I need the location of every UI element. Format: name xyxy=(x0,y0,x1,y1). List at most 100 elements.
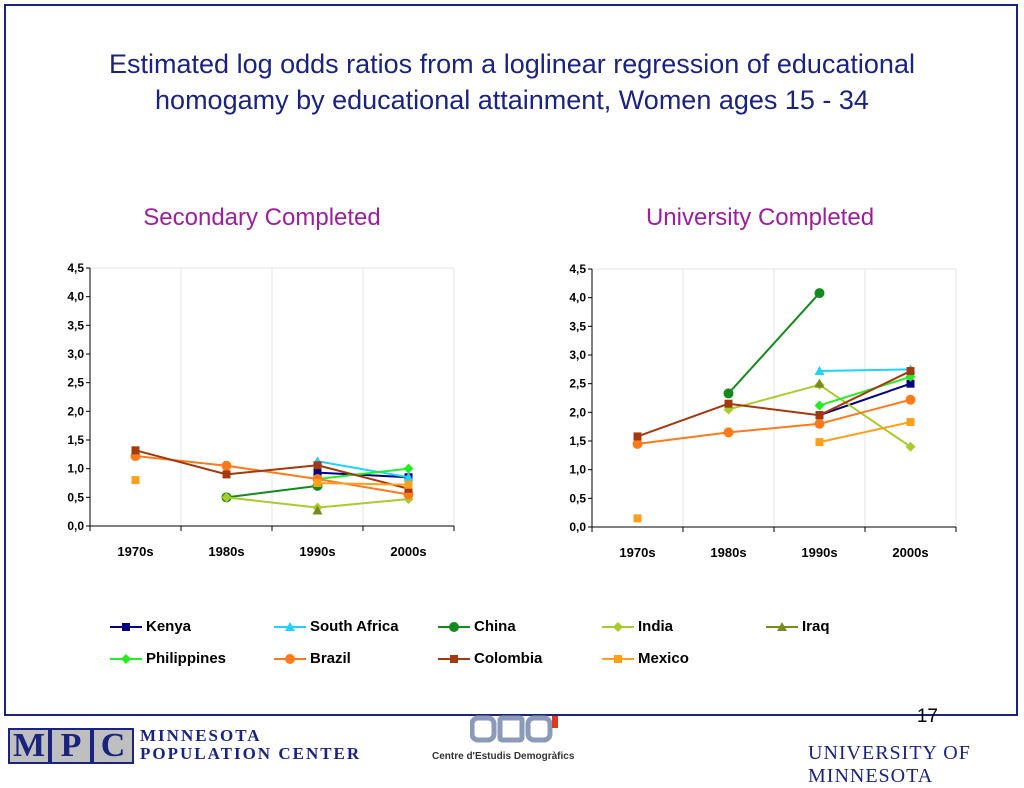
y-tick-label: 3,5 xyxy=(67,318,84,332)
legend-marker xyxy=(121,653,131,664)
series-iraq xyxy=(312,505,323,515)
charts-canvas: 0,0 0,5 1,0 1,5 2,0 2,5 3,0 3,5 4,0 4,5 1970s 1980s… xyxy=(67,261,957,560)
y-tick-label: 2,5 xyxy=(67,376,84,390)
data-point xyxy=(403,472,414,482)
legend-label: Kenya xyxy=(146,618,192,635)
data-point xyxy=(403,463,414,474)
data-point xyxy=(906,367,915,376)
series-line-segment xyxy=(226,484,318,499)
legend-swatch xyxy=(110,622,142,631)
data-point xyxy=(815,438,824,447)
legend-swatch xyxy=(438,621,470,632)
series-line-segment xyxy=(819,382,911,417)
chart-1: 0,0 0,5 1,0 1,5 2,0 2,5 3,0 3,5 4,0 4,5 1970s 1980s… xyxy=(569,262,957,560)
data-point xyxy=(905,394,916,405)
legend-swatch xyxy=(110,653,142,664)
legend-label: China xyxy=(474,618,516,635)
x-tick-label: 2000s xyxy=(892,545,928,560)
legend-marker xyxy=(613,621,623,632)
x-tick-label: 2000s xyxy=(390,544,426,559)
legend-marker xyxy=(777,621,787,631)
data-point xyxy=(312,505,323,515)
data-point xyxy=(905,441,916,452)
y-tick-label: 0,5 xyxy=(67,490,84,504)
legend-swatch xyxy=(438,654,470,663)
series-line-segment xyxy=(226,464,318,476)
series-line-segment xyxy=(226,496,318,509)
mpc-name-line2: POPULATION CENTER xyxy=(140,744,362,763)
y-tick-label: 0,0 xyxy=(569,520,586,534)
legend-swatch xyxy=(602,654,634,663)
data-point xyxy=(723,388,734,399)
legend-label: India xyxy=(638,618,674,635)
legend-label: Brazil xyxy=(310,650,351,667)
series-line-segment xyxy=(317,471,409,479)
legend-label: Mexico xyxy=(638,650,689,667)
mpc-logo-c: C xyxy=(92,728,134,764)
series-line-segment xyxy=(818,383,912,448)
series-line-segment xyxy=(819,398,911,425)
data-point xyxy=(131,476,140,485)
data-point xyxy=(815,411,824,420)
x-tick-label: 1970s xyxy=(619,545,655,560)
y-tick-label: 4,5 xyxy=(67,261,84,275)
legend-item-brazil: Brazil xyxy=(274,650,351,667)
chart-0: 0,0 0,5 1,0 1,5 2,0 2,5 3,0 3,5 4,0 4,5 1970s 1980s… xyxy=(67,261,455,559)
data-point xyxy=(814,378,825,388)
chart-title-secondary: Secondary Completed xyxy=(143,204,381,231)
mpc-logo-m: M xyxy=(8,728,50,764)
ced-logo-icon xyxy=(470,715,558,743)
x-tick-label: 1980s xyxy=(710,545,746,560)
page-number: 17 xyxy=(916,706,938,727)
legend-label: South Africa xyxy=(310,618,399,635)
legend-marker xyxy=(122,622,130,631)
legend-label: Philippines xyxy=(146,650,227,667)
slide-title: Estimated log odds ratios from a logline… xyxy=(40,46,984,118)
data-point xyxy=(221,460,232,471)
title-line-1: Estimated log odds ratios from a logline… xyxy=(109,49,915,79)
chart-title-university: University Completed xyxy=(645,204,875,231)
y-tick-label: 2,0 xyxy=(67,404,84,418)
series-line-segment xyxy=(728,422,820,434)
x-tick-label: 1980s xyxy=(208,544,244,559)
y-tick-label: 4,5 xyxy=(569,262,586,276)
data-point xyxy=(404,484,413,493)
data-point xyxy=(814,288,825,299)
legend-marker xyxy=(449,621,459,632)
y-tick-label: 4,0 xyxy=(569,291,586,305)
legend-swatch xyxy=(274,653,306,664)
y-tick-label: 0,0 xyxy=(67,519,84,533)
y-tick-label: 2,0 xyxy=(569,405,586,419)
legend-marker xyxy=(285,653,295,664)
legend-item-iraq: Iraq xyxy=(766,618,830,635)
series-philippines xyxy=(814,371,916,411)
series-line-segment xyxy=(637,402,729,438)
series-china xyxy=(723,288,825,399)
data-point xyxy=(906,418,915,427)
data-point xyxy=(723,427,734,438)
data-point xyxy=(633,514,642,523)
series-line-segment xyxy=(728,402,820,417)
legend-item-china: China xyxy=(438,618,516,635)
data-point xyxy=(222,470,231,479)
legend-swatch xyxy=(274,621,306,631)
data-point xyxy=(313,479,322,487)
legend-marker xyxy=(450,654,458,663)
legend-item-kenya: Kenya xyxy=(110,618,191,635)
series-line-segment xyxy=(317,467,409,480)
series-line-segment xyxy=(819,370,911,417)
ced-name: Centre d'Estudis Demogràfics xyxy=(432,751,575,762)
x-tick-label: 1970s xyxy=(117,544,153,559)
series-line-segment xyxy=(317,498,409,509)
series-line-segment xyxy=(727,292,821,395)
data-point xyxy=(814,366,825,376)
y-tick-label: 4,0 xyxy=(67,290,84,304)
series-mexico xyxy=(633,418,915,523)
series-brazil xyxy=(632,394,916,449)
mpc-name-line1: MINNESOTA xyxy=(140,726,262,745)
y-tick-label: 1,0 xyxy=(67,462,84,476)
legend-swatch xyxy=(766,621,798,631)
x-tick-label: 1990s xyxy=(801,545,837,560)
series-iraq xyxy=(814,378,825,388)
x-tick-label: 1990s xyxy=(299,544,335,559)
